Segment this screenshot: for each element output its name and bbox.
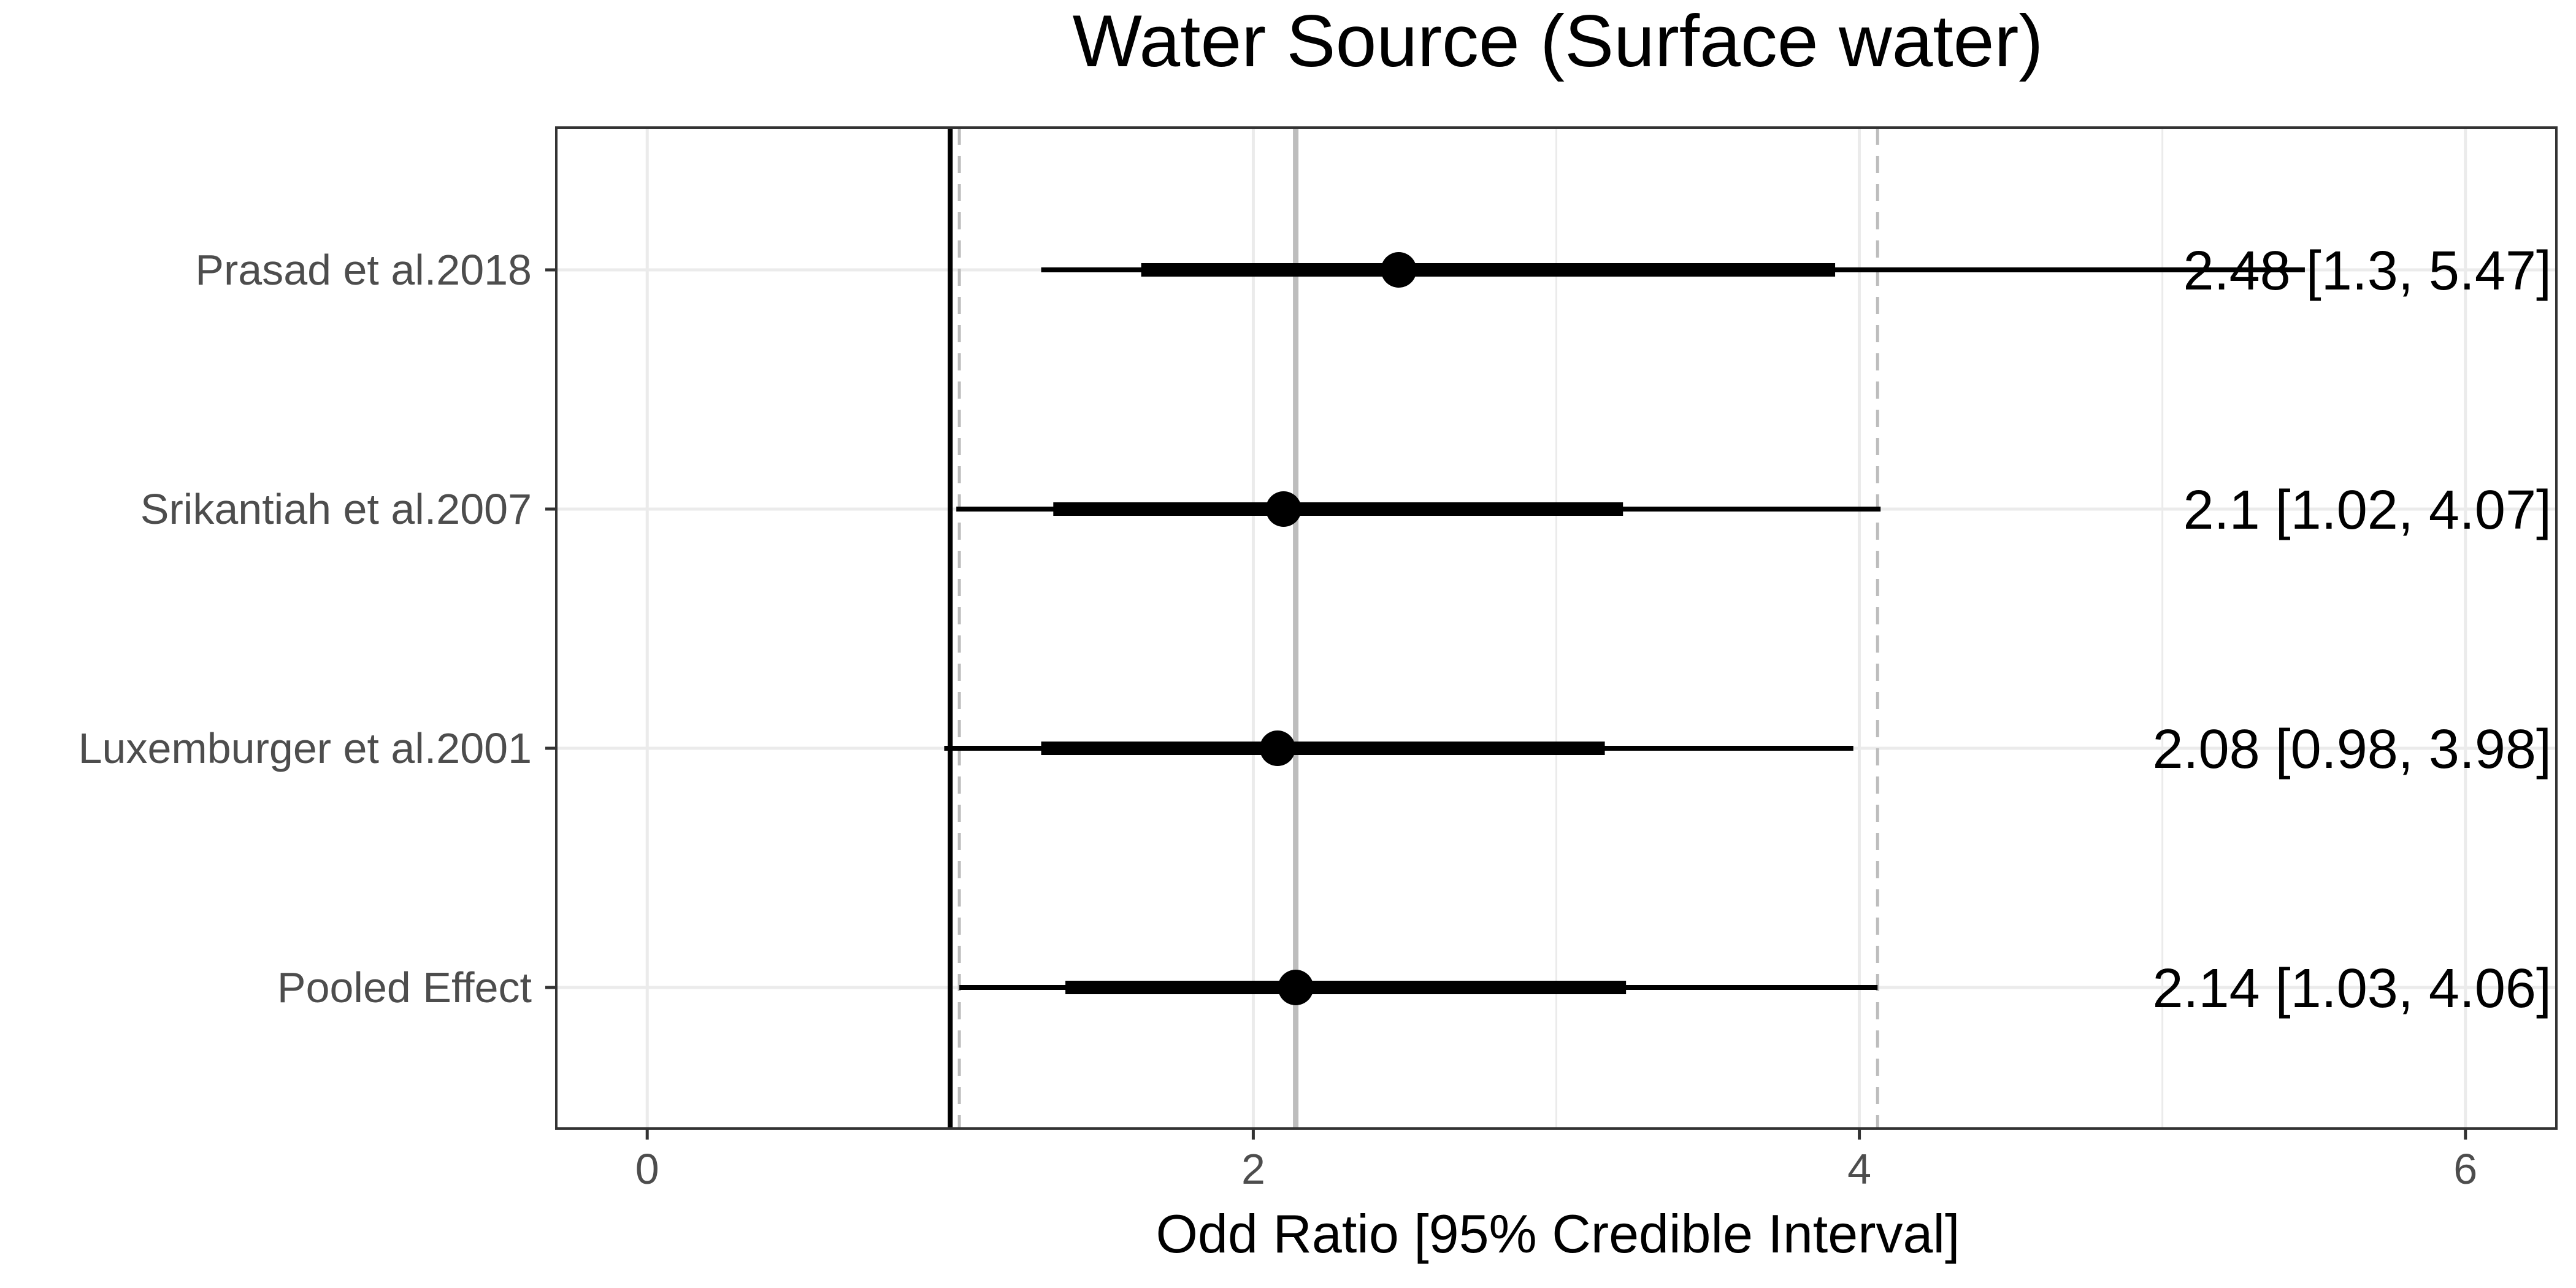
x-axis: 0 2 4 6: [635, 1129, 2477, 1193]
y-tick-label: Luxemburger et al.2001: [79, 724, 532, 772]
x-tick-label: 4: [1847, 1145, 1871, 1193]
point-estimate: [1381, 252, 1417, 288]
estimate-label: 2.1 [1.02, 4.07]: [2183, 480, 2551, 541]
point-estimate: [1278, 970, 1314, 1005]
point-estimate: [1265, 491, 1301, 527]
x-axis-label: Odd Ratio [95% Credible Interval]: [1156, 1203, 1960, 1264]
point-estimate: [1259, 730, 1295, 766]
chart-title: Water Source (Surface water): [1073, 0, 2044, 82]
y-tick-label: Prasad et al.2018: [195, 246, 532, 294]
panel-border: [555, 126, 2558, 1130]
estimate-label: 2.08 [0.98, 3.98]: [2152, 719, 2551, 780]
data-labels: 2.48 [1.3, 5.47] 2.1 [1.02, 4.07] 2.08 [0.…: [2152, 240, 2551, 1019]
x-tick-label: 6: [2453, 1145, 2477, 1193]
x-tick-label: 2: [1241, 1145, 1265, 1193]
x-tick-label: 0: [635, 1145, 659, 1193]
estimate-label: 2.48 [1.3, 5.47]: [2183, 240, 2551, 302]
y-tick-label: Srikantiah et al.2007: [140, 485, 532, 533]
reference-lines: [948, 128, 1879, 1129]
estimate-label: 2.14 [1.03, 4.06]: [2152, 958, 2551, 1019]
y-tick-label: Pooled Effect: [277, 964, 532, 1011]
data-marks: [944, 252, 2305, 1005]
y-axis: Prasad et al.2018 Srikantiah et al.2007 Lu…: [79, 246, 556, 1011]
